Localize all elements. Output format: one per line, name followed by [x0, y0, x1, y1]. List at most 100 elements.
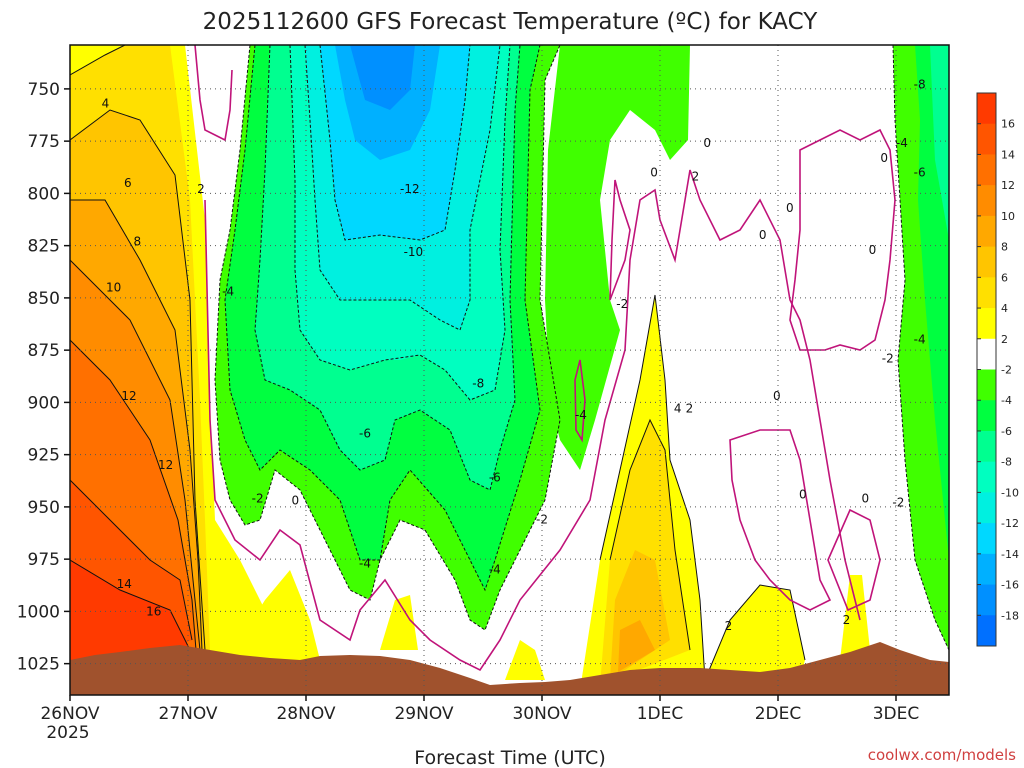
colorbar-swatch — [977, 615, 996, 647]
colorbar-swatch — [977, 369, 996, 401]
contour-label: 8 — [133, 234, 141, 248]
y-tick-label: 925 — [28, 446, 60, 466]
y-tick-label: 950 — [28, 498, 60, 518]
colorbar-tick-label: -6 — [1001, 425, 1012, 438]
contour-label: -4 — [222, 285, 234, 299]
contour-label: -8 — [472, 377, 484, 391]
contour-label: 6 — [124, 176, 132, 190]
contours-warm — [70, 45, 806, 681]
colorbar-tick-label: 16 — [1001, 118, 1015, 131]
contour-label: 0 — [773, 389, 781, 403]
x-tick-label: 28NOV — [276, 704, 335, 724]
warm-pocket-3dec — [840, 575, 870, 660]
contour-label: 12 — [121, 389, 136, 403]
y-tick-label: 850 — [28, 289, 60, 309]
contour-label: 0 — [786, 201, 794, 215]
colorbar-swatch — [977, 584, 996, 616]
contour-label: -4 — [914, 333, 926, 347]
warm-pocket-2dec — [705, 585, 805, 680]
credit-text: coolwx.com/models — [868, 746, 1016, 764]
colorbar-tick-label: 4 — [1001, 302, 1008, 315]
colorbar-swatch — [977, 277, 996, 309]
contour-label: 10 — [106, 280, 121, 294]
colorbar-swatch — [977, 215, 996, 248]
contour-label: -2 — [892, 496, 904, 510]
contour-label: 0 — [292, 494, 300, 508]
x-tick-label: 27NOV — [158, 704, 217, 724]
x-tick-label: 29NOV — [394, 704, 453, 724]
y-tick-label: 775 — [28, 132, 60, 152]
x-axis: 26NOV 27NOV 28NOV 29NOV 30NOV 1DEC 2DEC 3DEC — [40, 695, 919, 724]
contour-label: 2 — [843, 613, 851, 627]
contour-label: 4 — [102, 97, 110, 111]
contours-zero — [194, 45, 896, 672]
contour-label: -4 — [489, 563, 501, 577]
contour-label: -4 — [359, 556, 371, 570]
contour-label: -12 — [400, 182, 420, 196]
contour-label: -2 — [616, 297, 628, 311]
contour-label: 2 — [197, 182, 205, 196]
contour-label: 16 — [146, 604, 161, 618]
colorbar-tick-label: -14 — [1001, 548, 1019, 561]
x-tick-label: 2DEC — [755, 704, 802, 724]
contour-label: -2 — [252, 492, 264, 506]
contour-label: -10 — [404, 245, 424, 259]
chart-title: 2025112600 GFS Forecast Temperature (ºC)… — [203, 9, 819, 35]
colorbar-swatch — [977, 461, 996, 493]
warm-region-dec1-8 — [618, 620, 655, 672]
contour-label: 2 — [725, 619, 733, 633]
x-tick-label: 3DEC — [873, 704, 920, 724]
warm-pocket-30nov — [505, 640, 545, 680]
y-tick-label: 825 — [28, 237, 60, 257]
contour-labels: 4 6 8 10 12 12 14 16 2 -4 -2 0 -12 -10 -8 -6 -6 -4 -4 -2 -4 -… — [102, 78, 926, 633]
contour-label: -6 — [914, 165, 926, 179]
colorbar-swatch — [977, 185, 996, 217]
colorbar-swatch — [977, 338, 996, 370]
y-tick-label: 975 — [28, 550, 60, 570]
y-tick-label: 800 — [28, 184, 60, 204]
colorbar-swatch — [977, 492, 996, 524]
x-tick-label: 1DEC — [637, 704, 684, 724]
y-tick-label: 900 — [28, 393, 60, 413]
contour-label: 14 — [117, 577, 132, 591]
colorbar-tick-label: 2 — [1001, 333, 1008, 346]
contour-label: 0 — [650, 165, 658, 179]
contour-label: 0 — [880, 151, 888, 165]
contour-label: -6 — [359, 427, 371, 441]
colorbar-swatch — [977, 123, 996, 155]
plot-area — [70, 45, 949, 695]
cold-region-minus16 — [350, 45, 415, 110]
colorbar-swatch — [977, 246, 996, 278]
contour-label: 0 — [861, 492, 869, 506]
x-tick-year: 2025 — [46, 723, 89, 743]
colorbar-tick-label: -4 — [1001, 394, 1012, 407]
colorbar-swatch — [977, 523, 996, 555]
colorbar-tick-label: 10 — [1001, 210, 1015, 223]
contour-label: -8 — [914, 78, 926, 92]
y-tick-label: 875 — [28, 341, 60, 361]
colorbar-swatch — [977, 400, 996, 432]
grid — [70, 45, 949, 695]
colorbar-tick-label: -16 — [1001, 579, 1019, 592]
warm-pocket-28nov — [240, 570, 320, 665]
contour-label: 2 — [686, 402, 694, 416]
colorbar-swatch — [977, 430, 996, 463]
colorbar-tick-label: -18 — [1001, 609, 1019, 622]
contour-label: 0 — [799, 487, 807, 501]
colorbar-tick-label: -10 — [1001, 486, 1019, 499]
colorbar: 16 14 12 10 8 6 4 2 -2 -4 -6 -8 -10 -12 -14 -16 -18 — [976, 92, 1019, 647]
colorbar-tick-label: 8 — [1001, 241, 1008, 254]
contour-label: 0 — [759, 228, 767, 242]
warm-pocket-29nov — [380, 595, 418, 650]
contour-label: -4 — [896, 136, 908, 150]
colorbar-swatch — [977, 308, 996, 340]
cold-region-dec3-core — [930, 45, 949, 240]
colorbar-tick-label: 14 — [1001, 148, 1015, 161]
y-tick-label: 750 — [28, 80, 60, 100]
colorbar-tick-label: 12 — [1001, 179, 1015, 192]
x-tick-label: 30NOV — [512, 704, 571, 724]
contour-label: -2 — [536, 512, 548, 526]
colorbar-swatch — [977, 154, 996, 186]
terrain — [70, 642, 949, 695]
